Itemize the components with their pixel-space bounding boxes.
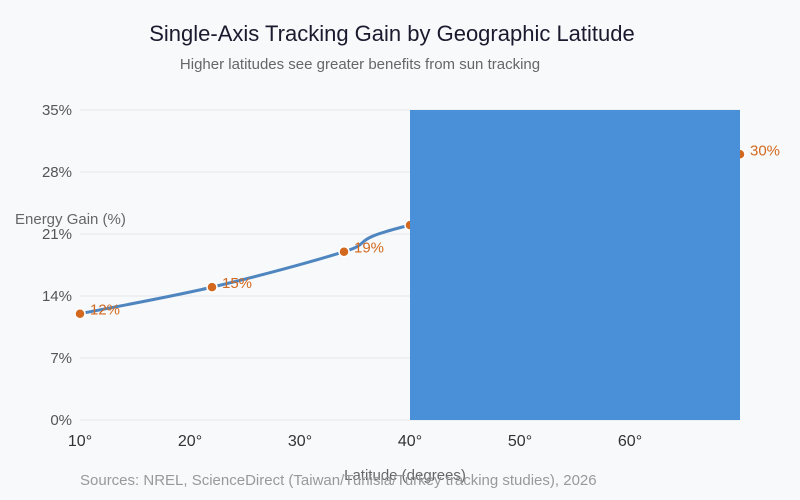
y-axis-label: Energy Gain (%) xyxy=(15,211,126,228)
y-tick-label: 14% xyxy=(42,288,72,305)
data-label: 19% xyxy=(354,240,384,257)
data-label: 12% xyxy=(90,302,120,319)
y-tick-label: 35% xyxy=(42,102,72,119)
x-axis-ticks: 10° 20° 30° 40° 50° 60° xyxy=(68,433,642,450)
chart-title: Single-Axis Tracking Gain by Geographic … xyxy=(149,21,634,46)
y-axis-ticks: 0% 7% 14% 21% 28% 35% xyxy=(42,102,72,429)
overlay-layer xyxy=(410,110,740,420)
x-tick-label: 10° xyxy=(68,433,92,450)
data-labels: 12% 15% 19% 30% xyxy=(90,142,780,318)
x-tick-label: 40° xyxy=(398,433,422,450)
x-tick-label: 50° xyxy=(508,433,532,450)
x-tick-label: 20° xyxy=(178,433,202,450)
x-tick-label: 60° xyxy=(618,433,642,450)
overlay-rectangle xyxy=(410,110,740,420)
x-tick-label: 30° xyxy=(288,433,312,450)
data-point xyxy=(338,245,350,258)
y-tick-label: 0% xyxy=(50,412,72,429)
x-axis-label: Latitude (degrees) xyxy=(344,467,466,484)
chart-subtitle: Higher latitudes see greater benefits fr… xyxy=(180,56,540,73)
source-note: Sources: NREL, ScienceDirect (Taiwan/Tun… xyxy=(80,472,597,489)
data-point xyxy=(206,281,218,293)
data-point xyxy=(74,307,86,320)
y-tick-label: 28% xyxy=(42,164,72,181)
data-label: 30% xyxy=(750,142,780,159)
y-tick-label: 7% xyxy=(50,350,72,367)
y-tick-label: 21% xyxy=(42,226,72,243)
data-label: 15% xyxy=(222,275,252,292)
